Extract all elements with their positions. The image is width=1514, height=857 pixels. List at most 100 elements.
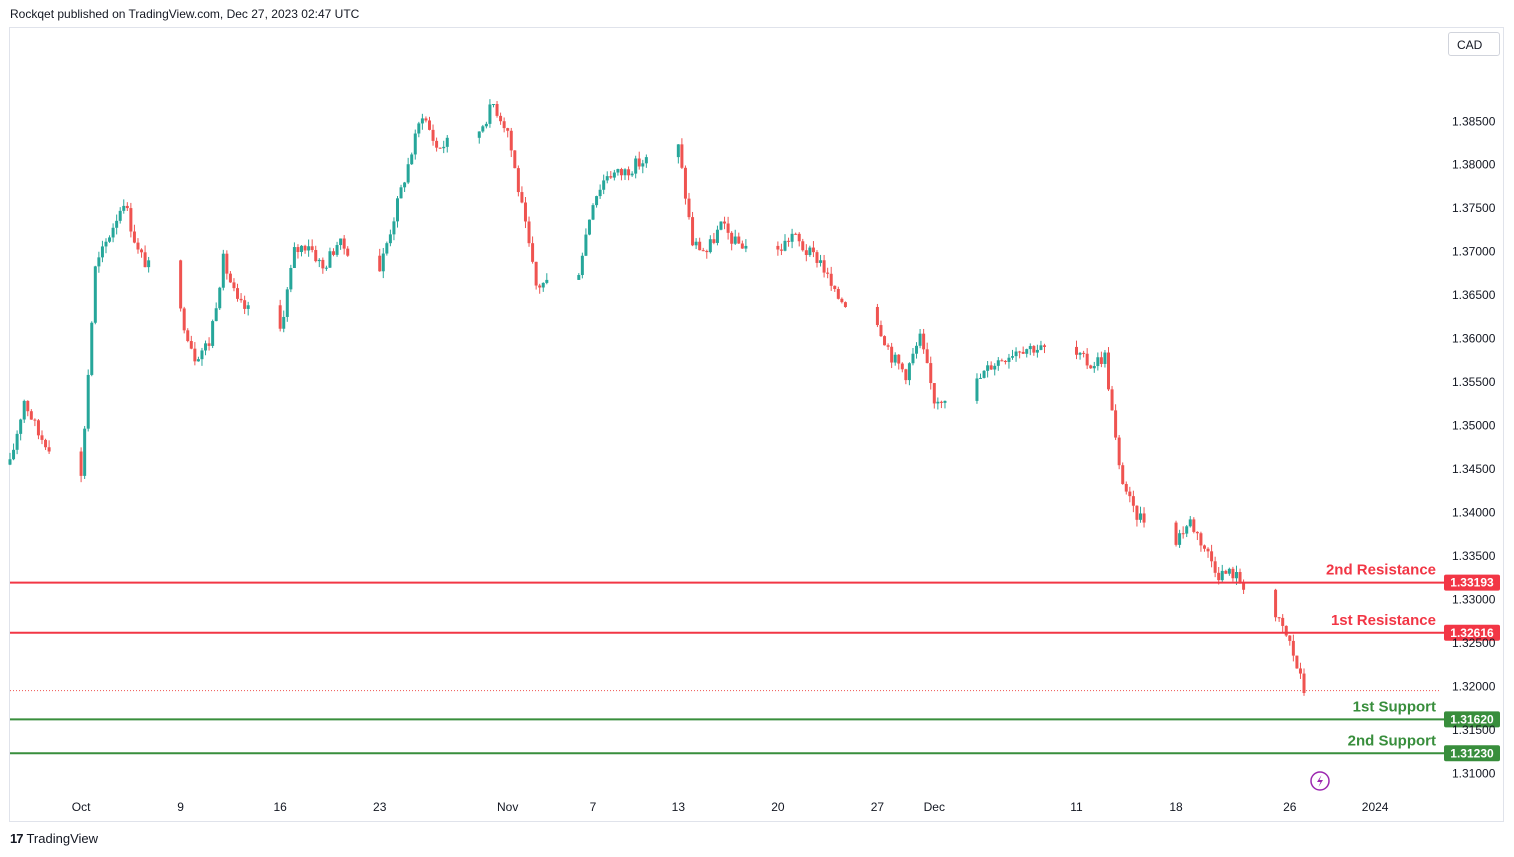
candle-body xyxy=(488,104,492,124)
candle-body xyxy=(922,333,926,350)
candle-body xyxy=(534,261,538,286)
candle-body xyxy=(737,236,741,244)
candle-body xyxy=(132,231,136,243)
candle-body xyxy=(1103,352,1107,364)
candle-body xyxy=(1075,346,1078,355)
candle-body xyxy=(40,435,44,440)
candle-body xyxy=(90,322,94,375)
candle-body xyxy=(1234,572,1238,579)
candle-body xyxy=(118,210,122,221)
candle-body xyxy=(1210,551,1214,562)
candle-body xyxy=(637,158,641,167)
candle-body xyxy=(392,221,396,235)
candle-body xyxy=(1000,360,1004,362)
candle-body xyxy=(584,234,588,256)
candle-body xyxy=(676,144,680,158)
candle-body xyxy=(1284,625,1288,636)
candle-body xyxy=(708,239,712,253)
candle-body xyxy=(826,272,830,274)
level-label: 1st Support xyxy=(1353,698,1436,715)
y-tick-label: 1.32000 xyxy=(1452,679,1496,693)
candle-body xyxy=(744,245,748,249)
candle-body xyxy=(531,243,535,262)
candle-body xyxy=(1117,437,1121,466)
candle-body xyxy=(911,353,915,364)
candle-body xyxy=(1106,352,1110,390)
lightning-icon[interactable] xyxy=(1310,771,1330,791)
candle-body xyxy=(545,279,549,283)
candle-body xyxy=(929,363,933,384)
candle-body xyxy=(1202,545,1206,549)
candle-body xyxy=(491,104,495,106)
candle-body xyxy=(303,245,307,251)
candle-body xyxy=(1199,533,1203,546)
level-price-tag xyxy=(1444,745,1500,762)
tradingview-logo-icon: 17 xyxy=(10,831,24,846)
candle-body xyxy=(598,189,602,197)
candle-body xyxy=(296,247,300,253)
candle-body xyxy=(122,205,126,211)
candle-body xyxy=(218,287,222,309)
candle-body xyxy=(1242,582,1246,590)
candle-body xyxy=(1014,351,1018,357)
candle-body xyxy=(381,253,385,272)
candle-body xyxy=(335,245,339,255)
x-tick-label: Oct xyxy=(72,800,91,814)
price-axis[interactable]: 1.38500 1.38000 1.37500 1.37000 1.36500 1.360… xyxy=(1452,114,1496,780)
candle-body xyxy=(1291,640,1295,656)
candle-body xyxy=(712,239,716,243)
candle-body xyxy=(904,369,908,381)
candle-body xyxy=(420,118,424,124)
candle-body xyxy=(1181,533,1185,535)
publish-info: Rockqet published on TradingView.com, De… xyxy=(10,7,360,21)
candle-body xyxy=(1043,345,1047,347)
candle-body xyxy=(740,243,744,249)
candle-body xyxy=(811,247,815,253)
candle-body xyxy=(619,169,623,176)
candle-body xyxy=(502,121,506,129)
candle-body xyxy=(342,238,346,249)
candle-body xyxy=(843,302,847,307)
candle-body xyxy=(918,333,922,346)
candle-body xyxy=(936,401,940,404)
x-tick-label: Nov xyxy=(497,800,518,814)
y-tick-label: 1.37500 xyxy=(1452,201,1496,215)
candle-body xyxy=(8,459,12,465)
candle-body xyxy=(1295,655,1299,669)
candle-body xyxy=(506,128,510,131)
level-price-tag-text: 1.32616 xyxy=(1450,626,1494,640)
candle-body xyxy=(100,246,104,258)
candle-body xyxy=(993,365,997,370)
candle-body xyxy=(47,447,51,452)
time-axis[interactable]: Oct 9 16 23 Nov 7 13 20 27 Dec 11 18 26 2024 xyxy=(72,800,1389,814)
candle-body xyxy=(779,249,783,251)
candle-body xyxy=(410,154,414,165)
candle-body xyxy=(925,349,929,364)
candle-body xyxy=(1142,513,1146,523)
candle-body xyxy=(641,163,645,167)
candle-body xyxy=(1281,617,1285,626)
candle-body xyxy=(83,428,87,476)
candle-body xyxy=(111,227,115,238)
candle-body xyxy=(680,144,684,168)
candle-body xyxy=(602,180,606,190)
candle-body xyxy=(378,255,382,272)
candle-body xyxy=(979,377,983,379)
candle-body xyxy=(879,325,883,337)
candle-body xyxy=(1028,346,1032,350)
y-tick-label: 1.34000 xyxy=(1452,505,1496,519)
candle-body xyxy=(730,232,734,244)
candle-body xyxy=(388,234,392,244)
currency-label[interactable]: CAD xyxy=(1448,32,1500,56)
candle-body xyxy=(538,285,542,288)
candle-body xyxy=(300,245,304,253)
candle-body xyxy=(143,252,147,268)
y-tick-label: 1.36500 xyxy=(1452,288,1496,302)
candle-body xyxy=(580,255,584,276)
candle-body xyxy=(829,273,833,286)
candle-body xyxy=(1025,349,1029,354)
candle-body xyxy=(527,221,531,244)
candle-body xyxy=(986,365,990,371)
tradingview-branding[interactable]: 17 TradingView xyxy=(10,831,98,846)
